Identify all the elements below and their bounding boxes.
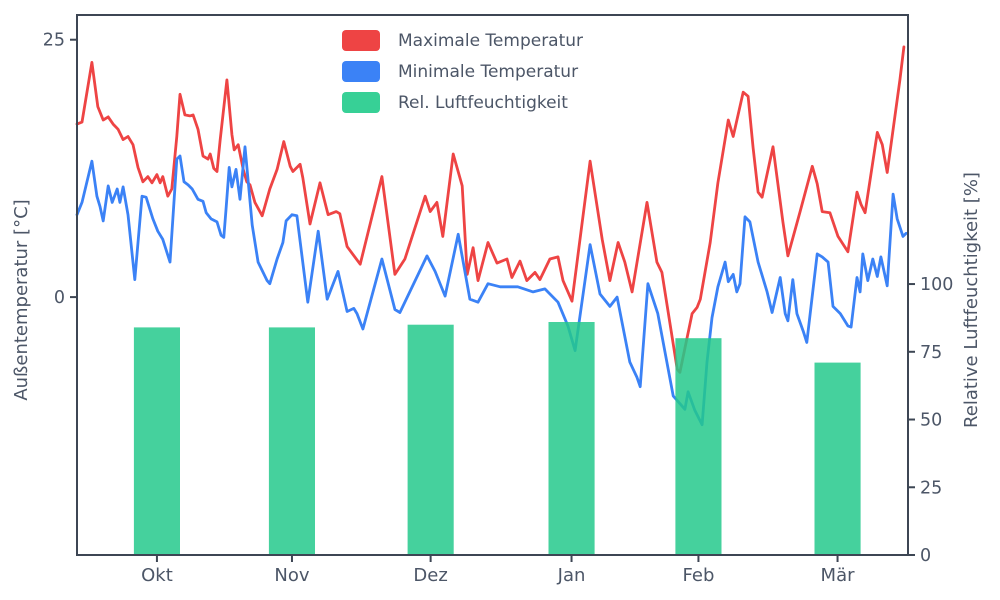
min-temperature-line [75, 145, 908, 427]
legend-label: Minimale Temperatur [398, 61, 579, 82]
y-right-tick-label: 75 [920, 343, 942, 363]
legend-swatch-icon [342, 30, 380, 51]
legend-item-2: Rel. Luftfeuchtigkeit [342, 92, 583, 113]
humidity-bar-Dez [407, 324, 454, 555]
legend-item-1: Minimale Temperatur [342, 61, 583, 82]
y-right-tick-label: 50 [920, 411, 942, 431]
legend-label: Rel. Luftfeuchtigkeit [398, 92, 568, 113]
y-right-axis-title: Relative Luftfeuchtigkeit [%] [961, 172, 982, 428]
max-temperature-line [75, 45, 906, 374]
legend-label: Maximale Temperatur [398, 30, 584, 51]
y-left-axis-title: Außentemperatur [°C] [11, 199, 32, 400]
humidity-bar-Okt [133, 327, 180, 555]
humidity-bar-Nov [268, 327, 315, 555]
y-right-tick-label: 100 [920, 275, 953, 295]
x-tick-label: Nov [274, 565, 309, 586]
legend-swatch-icon [342, 61, 380, 82]
y-left-tick-label: 0 [54, 288, 65, 308]
x-tick-label: Mär [821, 565, 856, 586]
y-right-tick-label: 0 [920, 546, 931, 566]
chart-legend: Maximale Temperatur Minimale Temperatur Re… [342, 30, 583, 113]
y-right-tick-label: 25 [920, 478, 942, 498]
humidity-bar-Jan [548, 322, 595, 555]
humidity-bar-Feb [675, 338, 722, 555]
x-tick-label: Dez [413, 565, 447, 586]
x-tick-label: Jan [557, 565, 586, 586]
x-tick-label: Okt [141, 565, 173, 586]
y-left-tick-label: 25 [43, 31, 65, 51]
legend-swatch-icon [342, 92, 380, 113]
x-tick-label: Feb [683, 565, 715, 586]
legend-item-0: Maximale Temperatur [342, 30, 583, 51]
humidity-bar-Mär [814, 362, 861, 555]
